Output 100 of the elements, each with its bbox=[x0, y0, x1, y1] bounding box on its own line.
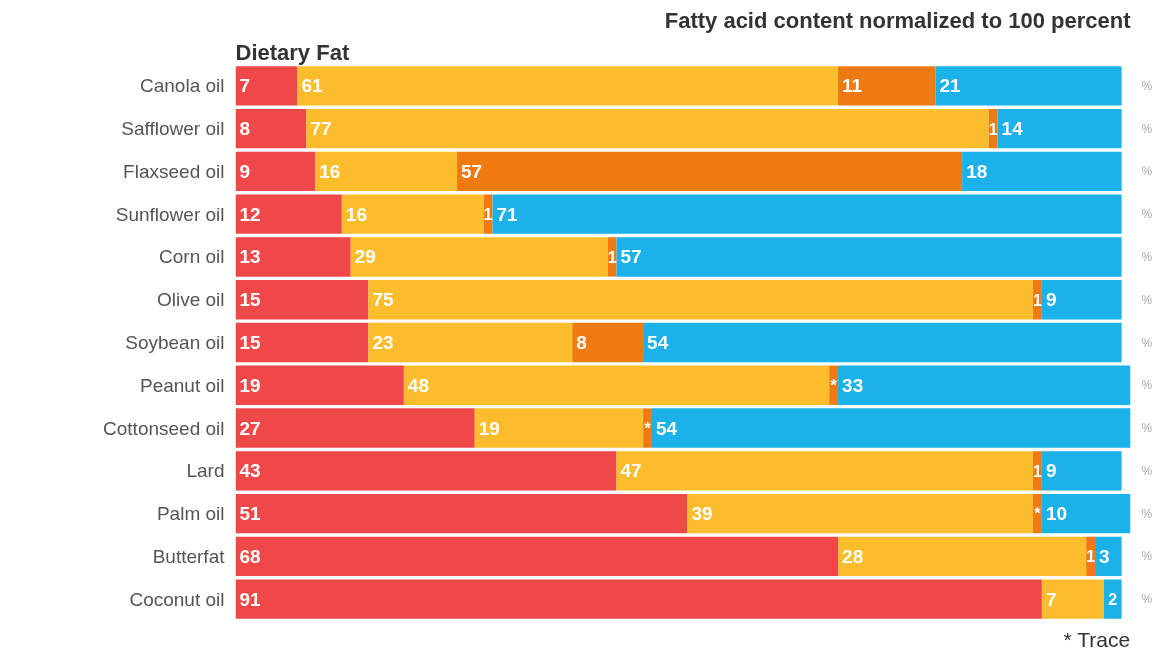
bar bbox=[1041, 280, 1122, 320]
data-label: 91 bbox=[239, 588, 262, 610]
data-label: 1 bbox=[1033, 291, 1043, 309]
bar bbox=[306, 108, 989, 149]
chart-title: Fatty acid content normalized to 100 percent bbox=[664, 7, 1132, 33]
data-label: 18 bbox=[966, 160, 988, 182]
text: % bbox=[1141, 207, 1153, 222]
text: % bbox=[1141, 592, 1153, 607]
data-label: 11 bbox=[842, 75, 863, 97]
bar bbox=[492, 194, 1122, 234]
y-tick-label: Flaxseed oil bbox=[123, 160, 225, 182]
bar bbox=[235, 151, 316, 192]
y-tick-label: Peanut oil bbox=[139, 374, 225, 396]
y-tick-label: Cottonseed oil bbox=[103, 417, 225, 439]
data-label: 48 bbox=[407, 374, 430, 396]
y-tick-label: Butterfat bbox=[152, 545, 226, 567]
bar bbox=[235, 493, 688, 534]
y-tick-label: Corn oil bbox=[159, 246, 225, 268]
bar bbox=[297, 66, 839, 106]
data-label: 7 bbox=[1045, 588, 1057, 610]
text: % bbox=[1141, 506, 1153, 521]
data-label: 54 bbox=[655, 417, 678, 439]
bar bbox=[829, 365, 839, 405]
bar bbox=[403, 365, 830, 405]
text: % bbox=[1141, 249, 1153, 264]
bar bbox=[235, 322, 369, 363]
data-label: 10 bbox=[1045, 503, 1068, 525]
bar bbox=[838, 66, 936, 106]
bar bbox=[235, 280, 369, 320]
bar bbox=[235, 579, 1042, 619]
data-label: 16 bbox=[345, 203, 367, 225]
data-label: 77 bbox=[310, 118, 332, 140]
text: % bbox=[1141, 463, 1153, 478]
bar bbox=[235, 66, 298, 106]
bar bbox=[1095, 536, 1122, 577]
bar bbox=[457, 151, 963, 192]
bar bbox=[235, 408, 475, 448]
bar bbox=[235, 365, 404, 405]
text: % bbox=[1141, 292, 1153, 307]
data-label: 8 bbox=[239, 118, 251, 140]
bar bbox=[643, 322, 1122, 363]
bar bbox=[315, 151, 458, 192]
data-label: * bbox=[644, 419, 652, 437]
bar bbox=[997, 108, 1122, 149]
bar bbox=[235, 108, 307, 149]
y-tick-label: Sunflower oil bbox=[115, 203, 225, 225]
bar bbox=[474, 408, 644, 448]
data-label: 28 bbox=[842, 545, 864, 567]
bar bbox=[616, 451, 1034, 491]
data-label: 27 bbox=[239, 417, 261, 439]
data-label: 51 bbox=[239, 503, 262, 525]
data-label: 21 bbox=[939, 75, 962, 97]
y-tick-label: Coconut oil bbox=[129, 588, 225, 610]
bar bbox=[687, 493, 1034, 534]
text: % bbox=[1141, 121, 1153, 136]
bar bbox=[368, 280, 1034, 320]
y-tick-label: Palm oil bbox=[156, 503, 225, 525]
bar bbox=[935, 66, 1122, 106]
data-label: 16 bbox=[319, 160, 341, 182]
bar bbox=[1041, 493, 1131, 534]
bar bbox=[1041, 451, 1122, 491]
bar bbox=[350, 237, 608, 277]
data-label: 71 bbox=[496, 203, 519, 225]
data-label: 12 bbox=[239, 203, 261, 225]
data-label: 61 bbox=[301, 75, 324, 97]
data-label: 14 bbox=[1001, 118, 1024, 140]
y-axis-title: Dietary Fat bbox=[235, 39, 350, 65]
data-label: 2 bbox=[1108, 591, 1118, 609]
y-tick-label: Soybean oil bbox=[125, 332, 225, 353]
data-label: 43 bbox=[239, 460, 261, 482]
data-label: 75 bbox=[372, 289, 394, 311]
data-label: 47 bbox=[620, 460, 642, 482]
data-label: 8 bbox=[576, 332, 587, 353]
data-label: 39 bbox=[691, 503, 713, 525]
y-tick-label: Canola oil bbox=[140, 75, 225, 97]
bar bbox=[651, 408, 1131, 448]
bar bbox=[1103, 579, 1122, 619]
data-label: 9 bbox=[1045, 289, 1057, 311]
bar bbox=[838, 536, 1087, 577]
text: % bbox=[1141, 78, 1153, 93]
data-label: 57 bbox=[461, 160, 483, 182]
bar bbox=[962, 151, 1122, 192]
y-tick-label: Lard bbox=[186, 460, 225, 482]
data-label: 3 bbox=[1099, 545, 1110, 567]
text: % bbox=[1141, 421, 1153, 436]
data-label: 68 bbox=[239, 545, 261, 567]
data-label: * bbox=[1034, 505, 1042, 523]
bar bbox=[1033, 493, 1042, 534]
data-label: 1 bbox=[1033, 462, 1043, 480]
text: * Trace bbox=[1063, 627, 1131, 651]
data-label: 7 bbox=[239, 75, 251, 97]
bar bbox=[341, 194, 484, 234]
y-tick-label: Olive oil bbox=[156, 289, 225, 311]
data-label: 54 bbox=[647, 332, 669, 353]
data-label: 29 bbox=[354, 246, 376, 268]
data-label: 9 bbox=[239, 160, 251, 182]
data-label: 13 bbox=[239, 246, 261, 268]
text: % bbox=[1141, 378, 1153, 393]
bar bbox=[235, 536, 839, 577]
data-label: 1 bbox=[483, 206, 493, 224]
